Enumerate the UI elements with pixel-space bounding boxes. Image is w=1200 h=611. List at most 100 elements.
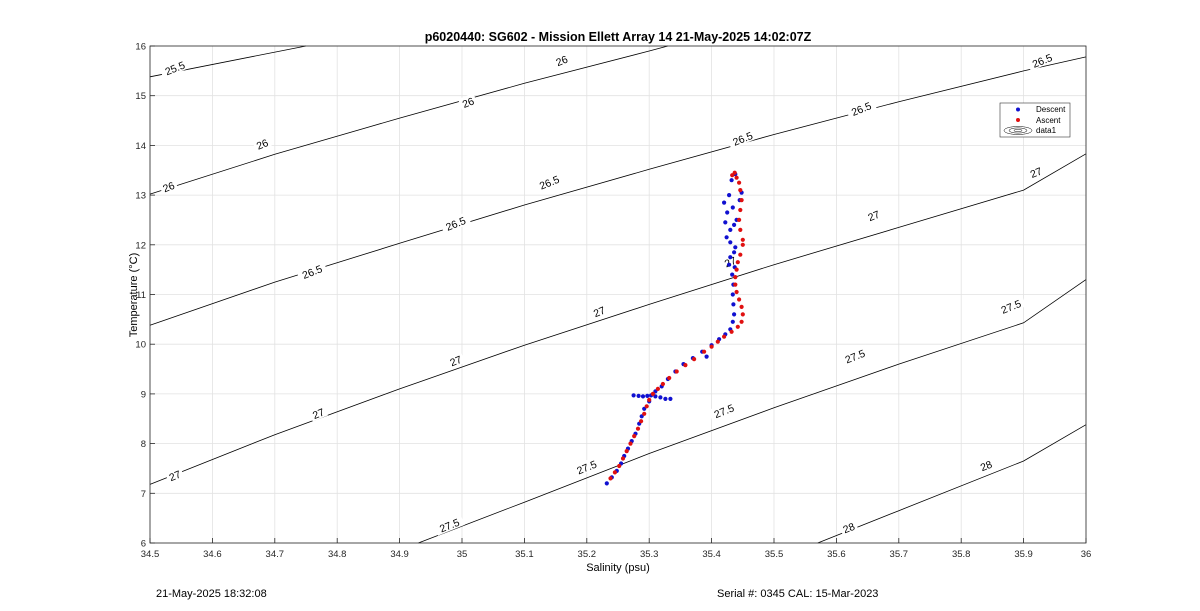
ascent-point (644, 404, 649, 409)
x-tick-label: 35.2 (578, 549, 597, 560)
ascent-point (734, 267, 739, 272)
contour-label-bg (845, 97, 877, 120)
ascent-point (674, 369, 679, 374)
ascent-point (624, 449, 629, 454)
contour-label: 28 (975, 456, 996, 475)
legend-marker-ascent (1016, 118, 1020, 122)
ascent-point (734, 175, 739, 180)
descent-point (725, 210, 730, 215)
contour-label-bg (1025, 163, 1046, 181)
ascent-point (639, 419, 644, 424)
legend-box (999, 102, 1071, 138)
descent-point (729, 178, 734, 183)
y-tick-label: 9 (141, 389, 146, 400)
contour-label: 27 (308, 404, 328, 422)
contour-label-text: 27 (311, 406, 326, 422)
descent-point (730, 205, 735, 210)
ascent-point (739, 198, 744, 203)
x-tick-label: 35.4 (702, 549, 721, 560)
legend-label-descent: Descent (1036, 105, 1066, 114)
y-tick-label: 6 (141, 539, 146, 550)
legend-label-ascent: Ascent (1036, 116, 1061, 125)
contour-label: 28 (838, 518, 859, 536)
descent-point (730, 272, 735, 277)
ascent-point (733, 282, 738, 287)
ascent-point (620, 456, 626, 461)
density-contour-28 (817, 424, 1087, 544)
ascent-point (738, 207, 743, 213)
descent-point (732, 312, 737, 317)
ascent-point (738, 252, 743, 257)
contour-label-bg (533, 170, 565, 193)
descent-point (730, 292, 735, 297)
descent-point (732, 250, 737, 255)
contour-label-bg (726, 127, 759, 149)
descent-point (636, 393, 641, 398)
y-tick-label: 7 (141, 489, 146, 500)
ascent-point (739, 319, 744, 324)
ascent-point (635, 426, 641, 431)
contour-label: 26 (158, 177, 179, 195)
contour-label-bg (445, 351, 466, 369)
legend: Descent Ascent data1 (999, 102, 1071, 138)
descent-point (604, 481, 609, 486)
descent-point (722, 200, 727, 205)
contour-label-bg (838, 518, 859, 536)
ascent-point (740, 237, 745, 242)
contour-label-text: 26 (554, 54, 569, 70)
descent-point (727, 193, 732, 198)
ascent-point (647, 397, 652, 402)
contour-label-text: 27 (866, 209, 881, 225)
contour-label-bg (1026, 49, 1058, 71)
contour-label: 26 (457, 93, 478, 111)
ascent-point (740, 312, 745, 317)
ascent-point (734, 289, 739, 295)
x-tick-label: 34.7 (266, 549, 285, 560)
contour-label-bg (433, 513, 465, 536)
contour-label-text: 28 (979, 459, 994, 475)
ascent-point (692, 357, 697, 362)
ascent-point (655, 386, 661, 391)
contour-label-bg (164, 466, 185, 484)
contour-label: 27 (164, 466, 185, 485)
x-tick-label: 35.9 (1014, 549, 1033, 560)
x-tick-label: 36 (1081, 549, 1092, 560)
ascent-point (740, 242, 745, 247)
x-tick-label: 35.7 (890, 549, 909, 560)
ascent-point (617, 463, 622, 469)
descent-point (658, 395, 663, 400)
descent-point (704, 354, 709, 359)
ascent-point (608, 476, 613, 481)
contour-label-bg (589, 302, 609, 320)
contour-label-bg (839, 344, 871, 367)
ascent-point (737, 180, 742, 185)
descent-point (732, 222, 737, 227)
ascent-point (735, 260, 740, 265)
ascent-point (632, 434, 637, 439)
descent-point (668, 396, 673, 401)
ascent-point (715, 339, 720, 344)
y-tick-label: 10 (135, 340, 146, 351)
descent-point (663, 396, 668, 401)
contour-label-text: 27 (592, 305, 607, 321)
ascent-point (683, 363, 688, 368)
descent-point (730, 319, 735, 324)
ascent-point (733, 275, 738, 280)
x-tick-label: 35.8 (952, 549, 971, 560)
ascent-point (660, 381, 666, 387)
contour-label-bg (296, 260, 328, 283)
contour-label: 27 (445, 351, 466, 369)
chart-title: p6020440: SG602 - Mission Ellett Array 1… (425, 30, 812, 44)
contour-label: 27 (863, 206, 884, 225)
descent-point (724, 235, 729, 240)
x-axis-ticks: 34.5 34.6 34.7 34.8 34.9 35 35.1 35.2 35.3 35.4 35… (141, 538, 1092, 560)
x-tick-label: 35.3 (640, 549, 659, 560)
y-tick-label: 13 (135, 191, 146, 202)
grid (149, 45, 1087, 544)
contour-label-bg (995, 295, 1027, 317)
ascent-series (608, 170, 745, 481)
x-tick-label: 34.6 (203, 549, 222, 560)
ascent-point (702, 349, 707, 354)
contour-label-text: 27 (168, 469, 183, 485)
contour-label-bg (252, 134, 272, 153)
